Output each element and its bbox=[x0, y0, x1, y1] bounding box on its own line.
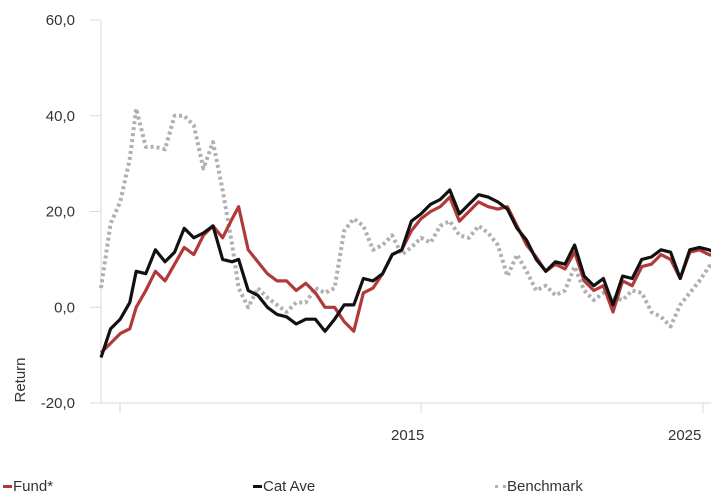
legend-item-benchmark: Benchmark bbox=[495, 478, 583, 495]
legend-label-fund: Fund bbox=[13, 478, 48, 495]
legend-marker-fund: * bbox=[47, 478, 54, 495]
line-chart: 60,0 40,0 20,0 0,0 -20,0 2015 2025 Return bbox=[12, 12, 711, 444]
series-line-cat-ave bbox=[99, 188, 711, 359]
x-axis-ticks: 2015 2025 bbox=[119, 403, 704, 444]
y-tick-label: -20,0 bbox=[41, 395, 75, 412]
series-line-fund bbox=[99, 195, 711, 354]
series-line-benchmark bbox=[99, 106, 711, 329]
legend-item-cat-ave: Cat Ave bbox=[253, 478, 315, 495]
y-tick-label: 0,0 bbox=[54, 299, 75, 316]
y-axis-title: Return bbox=[12, 357, 29, 402]
legend-label-benchmark: Benchmark bbox=[507, 478, 583, 495]
benchmark-swatch bbox=[495, 485, 506, 488]
legend: Fund * Cat Ave Benchmark bbox=[0, 478, 711, 498]
fund-swatch bbox=[3, 485, 12, 488]
x-tick-label: 2015 bbox=[391, 427, 424, 444]
x-tick-label: 2025 bbox=[668, 427, 701, 444]
y-tick-label: 40,0 bbox=[46, 108, 75, 125]
y-tick-label: 60,0 bbox=[46, 12, 75, 29]
y-axis-ticks: 60,0 40,0 20,0 0,0 -20,0 bbox=[41, 12, 101, 412]
y-tick-label: 20,0 bbox=[46, 204, 75, 221]
cat-ave-swatch bbox=[253, 485, 262, 488]
legend-label-cat-ave: Cat Ave bbox=[263, 478, 316, 495]
legend-item-fund: Fund * bbox=[3, 478, 53, 495]
series-lines bbox=[99, 106, 711, 359]
